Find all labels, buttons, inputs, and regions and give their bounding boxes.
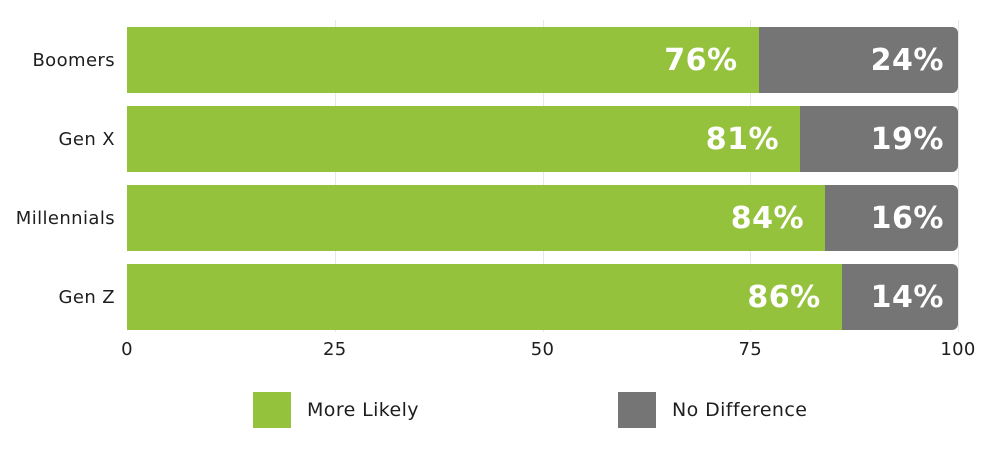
gridline-50	[542, 20, 544, 332]
x-axis: 0 25 50 75 100	[121, 339, 975, 361]
bar-value-label: 86%	[747, 279, 821, 315]
bar-value-label: 76%	[664, 42, 738, 78]
bar-value-label: 16%	[870, 200, 944, 236]
bar-row-gen-z: Gen Z 86% 14%	[0, 264, 958, 330]
gridlines	[127, 20, 959, 332]
category-label: Gen Z	[58, 286, 115, 308]
bar-segment-more-likely: 81%	[127, 106, 801, 172]
bar-value-label: 84%	[730, 200, 805, 236]
x-tick-label: 75	[738, 339, 763, 360]
stacked-bar: 86% 14%	[127, 264, 958, 330]
gridline-25	[334, 20, 336, 332]
bar-row-boomers: Boomers 76% 24%	[0, 27, 958, 93]
bar-row-millennials: Millennials 84% 16%	[0, 185, 958, 251]
category-label: Millennials	[15, 207, 115, 229]
bar-segment-no-difference: 19%	[800, 106, 958, 172]
stacked-bar: 76% 24%	[127, 27, 958, 93]
bar-value-label: 24%	[870, 42, 944, 78]
legend-label: No Difference	[672, 399, 808, 421]
bar-segment-more-likely: 84%	[127, 185, 826, 251]
gridline-75	[750, 20, 752, 332]
legend: More Likely No Difference	[0, 392, 1000, 428]
stacked-bar: 81% 19%	[127, 106, 958, 172]
legend-swatch-gray	[618, 392, 656, 428]
bar-segment-more-likely: 76%	[127, 27, 759, 93]
legend-item-more-likely: More Likely	[253, 392, 419, 428]
bar-segment-no-difference: 24%	[758, 27, 958, 93]
bar-segment-more-likely: 86%	[127, 264, 842, 330]
legend-label: More Likely	[307, 399, 419, 421]
bar-rows: Boomers 76% 24% Gen X 81% 19%	[0, 27, 958, 330]
x-tick-label: 25	[322, 339, 347, 360]
bar-value-label: 81%	[705, 121, 780, 157]
legend-item-no-difference: No Difference	[618, 392, 807, 428]
category-label: Gen X	[58, 128, 115, 150]
bar-segment-no-difference: 14%	[841, 264, 958, 330]
category-label: Boomers	[32, 49, 115, 71]
x-tick-label: 50	[530, 339, 555, 360]
gridline-100	[958, 20, 959, 332]
bar-value-label: 14%	[870, 279, 944, 315]
stacked-bar: 84% 16%	[127, 185, 958, 251]
bar-value-label: 19%	[870, 121, 944, 157]
legend-swatch-green	[253, 392, 291, 428]
x-tick-label: 0	[121, 339, 133, 360]
bar-row-gen-x: Gen X 81% 19%	[0, 106, 958, 172]
bar-segment-no-difference: 16%	[825, 185, 958, 251]
x-tick-label: 100	[940, 339, 976, 360]
